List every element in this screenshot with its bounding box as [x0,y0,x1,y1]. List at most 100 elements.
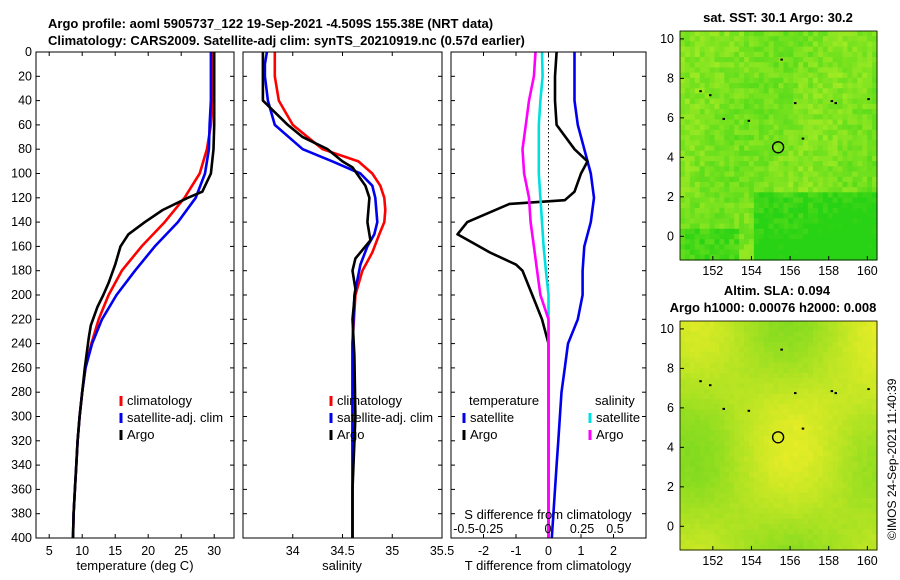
map-cell [788,477,794,483]
map-cell [822,135,829,141]
map-cell [748,187,755,193]
map-cell [744,456,750,463]
map-cell [812,482,819,489]
map-cell [862,67,868,74]
map-cell [748,197,755,204]
map-cell [684,176,691,183]
map-cell [817,477,824,483]
map-cell [768,93,775,100]
map-cell [857,197,863,204]
map-cell [699,254,706,261]
map-cell [798,192,804,199]
map-cell [867,124,873,131]
map-cell [709,513,716,520]
map-cell [694,529,701,535]
map-cell [808,192,814,199]
map-cell [753,140,760,147]
map-cell [763,41,770,48]
map-cell [719,41,725,48]
map-cell [803,529,809,535]
map-cell [748,109,755,115]
map-cell [827,239,834,245]
map-cell [778,383,785,390]
map-cell [822,430,829,437]
map-cell [862,109,868,115]
map-cell [704,98,711,105]
map-cell [739,202,745,209]
map-cell [808,497,814,504]
map-cell [684,166,691,173]
map-cell [763,388,770,395]
map-cell [719,244,725,251]
map-cell [803,36,809,42]
map-cell [748,440,755,447]
map-cell [867,254,873,261]
map-cell [778,129,785,136]
map-cell [699,150,706,157]
map-cell [724,518,730,525]
map-cell [680,155,686,162]
map-cell [689,62,696,69]
map-cell [788,461,794,468]
map-cell [783,518,789,525]
map-cell [872,352,878,359]
plot-frame [35,51,235,539]
map-cell [827,492,834,499]
map-cell [684,213,691,219]
map-cell [817,321,824,327]
map-cell [684,367,691,374]
map-cell [734,497,740,504]
map-cell [817,77,824,84]
map-cell [788,487,794,494]
map-cell [748,393,755,400]
map-cell [832,135,839,141]
map-cell [803,461,809,468]
map-cell [689,341,696,348]
map-cell [714,223,720,230]
map-cell [798,36,804,42]
map-cell [680,223,686,230]
map-cell [684,357,691,364]
map-cell [812,119,819,126]
map-cell [847,161,853,167]
map-cell [832,41,839,48]
map-cell [748,477,755,483]
map-cell [832,477,839,483]
map-cell [724,249,730,256]
map-cell [867,233,873,240]
map-cell [798,518,804,525]
map-cell [699,223,706,230]
map-cell [832,244,839,251]
map-cell [817,83,824,89]
map-cell [857,399,863,405]
map-cell [739,192,745,199]
map-cell [704,176,711,183]
map-cell [753,456,760,463]
y-tick-label: 200 [11,288,32,302]
map-cell [729,239,735,245]
map-cell [753,523,760,530]
map-cell [788,430,794,437]
map-cell [704,331,711,338]
map-cell [748,529,755,535]
map-cell [739,249,745,256]
map-cell [694,129,701,136]
map-cell [827,341,834,348]
map-cell [837,233,844,240]
map-cell [684,544,691,551]
map-cell [753,114,760,121]
map-cell [778,67,785,74]
map-cell [714,166,720,173]
map-cell [857,544,863,551]
map-cell [852,83,858,89]
map-cell [862,477,868,483]
map-cell [719,544,725,551]
map-cell [744,409,750,416]
legend-label: Argo [596,427,623,442]
map-cell [842,171,849,178]
map-cell [867,145,873,152]
map-cell [793,98,799,105]
map-cell [709,534,716,541]
map-cell [808,503,814,509]
map-cell [744,124,750,131]
